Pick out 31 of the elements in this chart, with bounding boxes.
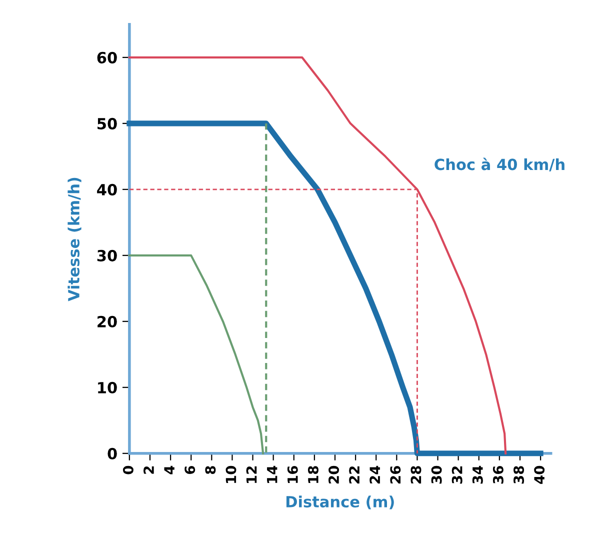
y-tick-label: 30 xyxy=(97,250,117,262)
x-tick-label: 24 xyxy=(370,466,380,484)
x-tick-label: 22 xyxy=(349,466,360,484)
y-tick-label: 40 xyxy=(97,184,117,196)
x-tick-label: 38 xyxy=(514,466,524,484)
x-tick-label: 14 xyxy=(267,466,278,483)
x-tick-label: 10 xyxy=(226,466,236,483)
x-tick-label: 28 xyxy=(410,466,422,484)
x-tick-label: 16 xyxy=(287,466,298,483)
x-tick-label: 40 xyxy=(534,466,545,484)
x-tick-label: 4 xyxy=(164,466,174,474)
x-tick-label: 36 xyxy=(492,466,504,484)
y-tick-label: 0 xyxy=(108,448,117,460)
x-tick-label: 6 xyxy=(184,466,196,474)
x-tick-label: 32 xyxy=(452,466,462,484)
x-tick-label: 8 xyxy=(205,466,216,474)
y-tick-label: 20 xyxy=(98,316,117,328)
x-axis-title: Distance (m) xyxy=(286,496,394,510)
x-tick-label: 12 xyxy=(246,466,257,483)
x-tick-label: 26 xyxy=(390,466,401,484)
y-axis-title: Vitesse (km/h) xyxy=(68,178,82,302)
annotation: Choc à 40 km/h xyxy=(434,158,564,172)
x-tick-label: 30 xyxy=(431,466,442,484)
y-tick-label: 60 xyxy=(97,52,117,64)
x-tick-label: 34 xyxy=(472,466,483,484)
x-tick-label: 18 xyxy=(308,466,318,483)
y-tick-label: 10 xyxy=(98,382,117,394)
y-tick-label: 50 xyxy=(98,118,117,130)
x-tick-label: 20 xyxy=(328,466,340,484)
x-tick-label: 2 xyxy=(144,466,154,474)
x-tick-label: 0 xyxy=(122,466,134,474)
